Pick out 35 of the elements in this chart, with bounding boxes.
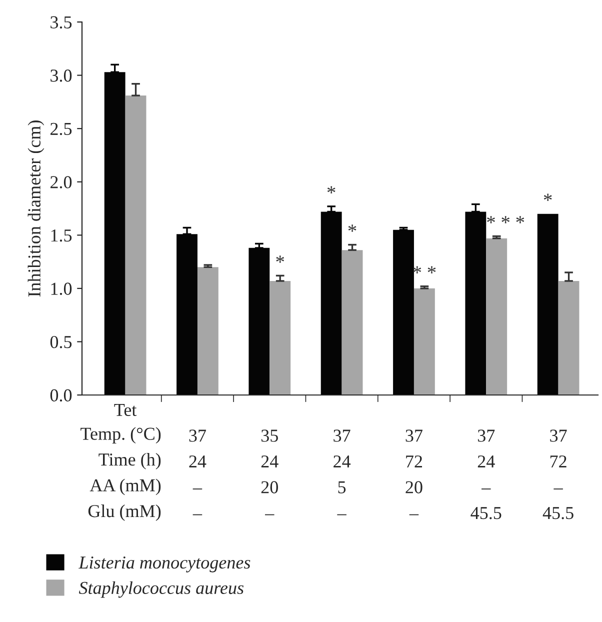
x-tick-label: 37 24 5 – <box>334 430 351 516</box>
y-tick-label: 0.5 <box>50 336 72 348</box>
x-tick-label: Tet <box>114 404 137 416</box>
text: Temp. (°C) Time (h) AA (mM) Glu (mM) <box>80 427 161 521</box>
legend-label: Listeria monocytogenes <box>78 556 250 572</box>
data-label: * <box>348 224 356 232</box>
category-label: 37 24 – – <box>189 430 206 516</box>
legend-label: Staphylococcus aureus <box>78 581 244 598</box>
x-tick-label: 37 72 20 – <box>406 430 422 516</box>
x-tick-label: 37 24 – 45.5 <box>470 430 502 520</box>
bar <box>176 234 198 395</box>
bar <box>248 248 270 395</box>
bar <box>537 214 558 395</box>
data-label: * <box>276 256 284 263</box>
bar <box>270 280 291 395</box>
bar <box>486 238 508 395</box>
y-tick-label: 3.0 <box>50 70 72 82</box>
bar <box>558 280 580 395</box>
y-tick-label: 0.0 <box>50 389 72 402</box>
data-label: * <box>544 194 552 201</box>
y-tick-label: 1.0 <box>51 282 72 295</box>
bar <box>393 230 414 395</box>
y-tick-label: 1.5 <box>51 229 72 242</box>
bar <box>197 267 218 395</box>
data-label: * <box>327 186 336 194</box>
y-axis-title: Inhibition diameter (cm) <box>28 120 44 297</box>
bar <box>125 96 146 395</box>
bar <box>342 250 363 395</box>
data-label: * * * <box>487 216 524 224</box>
y-tick-label: 3.5 <box>50 16 72 29</box>
bar <box>414 288 435 395</box>
x-tick-label: 35 24 20 – <box>261 430 278 516</box>
y-tick-label: 2.5 <box>50 122 72 136</box>
y-tick-label: 2.0 <box>50 176 72 188</box>
x-tick-label: 37 72 – 45.5 <box>542 430 574 520</box>
